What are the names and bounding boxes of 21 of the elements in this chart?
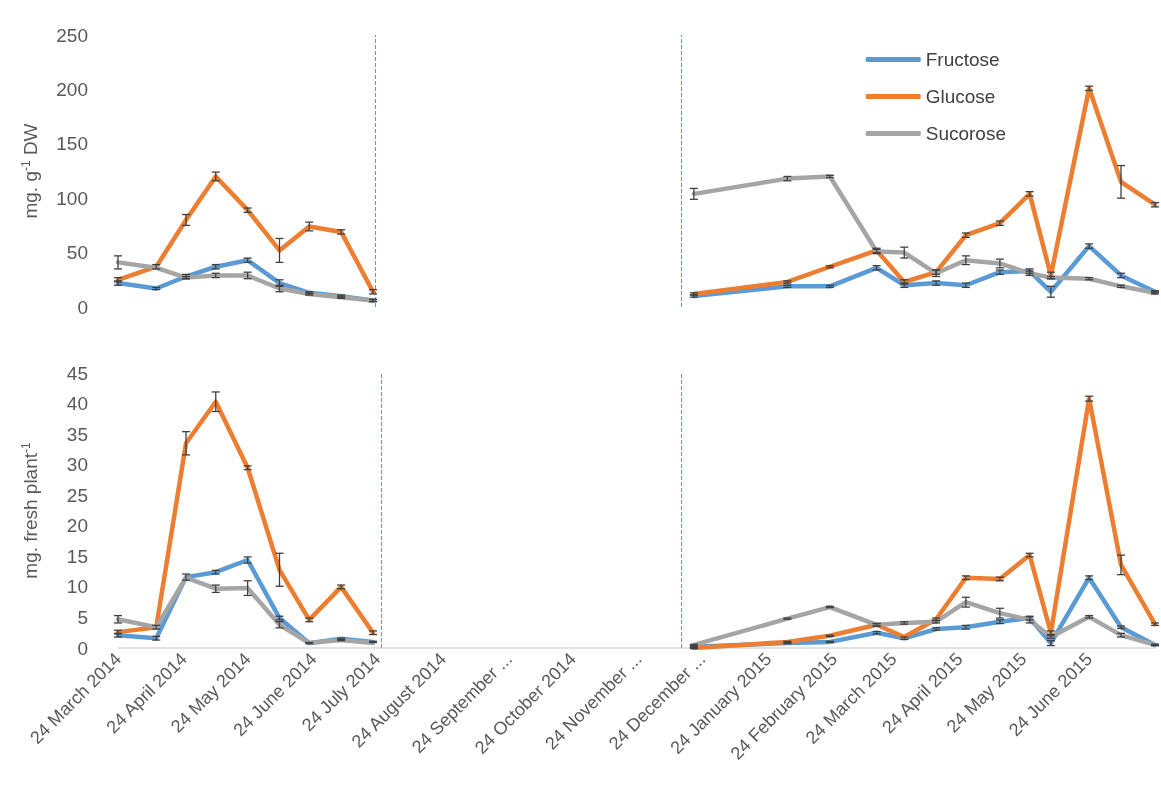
y-tick-label: 150: [56, 133, 88, 155]
y-tick-label: 0: [77, 637, 88, 659]
legend-label: Glucose: [925, 86, 996, 107]
y-tick-label: 10: [66, 576, 88, 598]
y-tick-label: 15: [66, 545, 88, 567]
y-tick-label: 40: [66, 393, 88, 415]
legend-label: Fructose: [925, 49, 1000, 70]
y-tick-label: 50: [66, 242, 88, 264]
y-tick-label: 0: [77, 296, 88, 318]
y-axis-title: mg. g-1 DW: [19, 123, 41, 219]
y-tick-label: 200: [56, 78, 88, 100]
y-tick-label: 30: [66, 454, 88, 476]
y-tick-label: 100: [56, 187, 88, 209]
y-tick-label: 5: [77, 606, 88, 628]
y-tick-label: 250: [56, 24, 88, 46]
y-tick-label: 20: [66, 515, 88, 537]
y-tick-label: 35: [66, 423, 88, 445]
y-tick-label: 45: [66, 362, 88, 384]
y-axis-title: mg. fresh plant-1: [19, 442, 41, 579]
y-tick-label: 25: [66, 484, 88, 506]
legend-label: Sucorose: [925, 123, 1007, 144]
